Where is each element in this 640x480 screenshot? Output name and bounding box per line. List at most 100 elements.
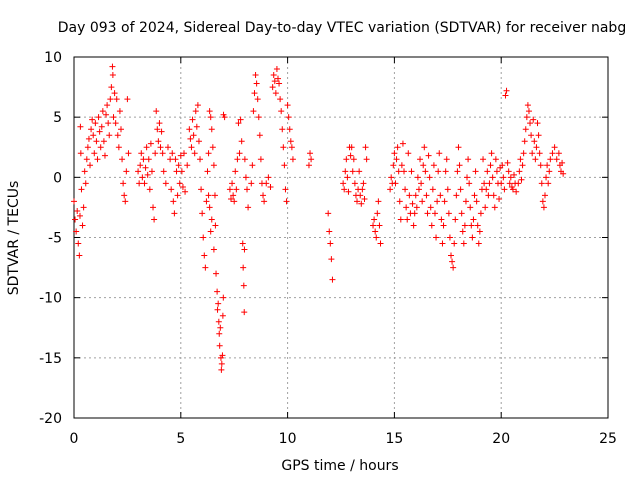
data-point <box>417 156 424 163</box>
data-point <box>501 186 508 193</box>
data-point <box>392 180 399 187</box>
data-point <box>121 192 128 199</box>
data-point <box>533 144 540 151</box>
data-point <box>419 198 426 205</box>
data-point <box>513 188 520 195</box>
data-point <box>75 240 82 247</box>
data-point <box>509 186 516 193</box>
data-point <box>81 168 88 175</box>
data-point <box>82 180 89 187</box>
data-point <box>428 222 435 229</box>
data-point <box>135 168 142 175</box>
data-point <box>449 258 456 265</box>
y-tick-label: 10 <box>44 50 62 66</box>
data-point <box>146 186 153 193</box>
data-point <box>284 102 291 109</box>
data-point <box>528 132 535 139</box>
data-point <box>136 180 143 187</box>
data-point <box>115 144 122 151</box>
data-point <box>354 198 361 205</box>
data-point <box>216 342 223 349</box>
data-point <box>549 150 556 157</box>
data-point <box>139 174 146 181</box>
data-point <box>125 150 132 157</box>
x-tick-label: 25 <box>599 431 617 447</box>
data-point <box>457 186 464 193</box>
data-point <box>279 126 286 133</box>
data-point <box>111 90 118 97</box>
data-point <box>472 168 479 175</box>
data-point <box>137 162 144 169</box>
data-point <box>350 156 357 163</box>
data-point <box>283 198 290 205</box>
data-point <box>207 228 214 235</box>
data-point <box>175 162 182 169</box>
y-tick-label: 5 <box>53 110 62 126</box>
data-point <box>344 174 351 181</box>
data-point <box>524 102 531 109</box>
data-point <box>172 156 179 163</box>
data-point <box>198 186 205 193</box>
data-point <box>76 252 83 259</box>
data-point <box>270 72 277 79</box>
data-point <box>280 144 287 151</box>
data-point <box>195 138 202 145</box>
data-point <box>454 168 461 175</box>
data-point <box>458 210 465 217</box>
data-point <box>241 156 248 163</box>
data-point <box>387 186 394 193</box>
data-point <box>406 192 413 199</box>
data-point <box>79 222 86 229</box>
data-point <box>361 195 368 202</box>
data-point <box>178 168 185 175</box>
data-point <box>192 108 199 115</box>
data-point <box>288 144 295 151</box>
data-point <box>240 282 247 289</box>
data-point <box>401 168 408 175</box>
data-point <box>493 168 500 175</box>
data-point <box>78 186 85 193</box>
data-point <box>249 162 256 169</box>
data-point <box>253 80 260 87</box>
data-point <box>341 186 348 193</box>
data-point <box>519 162 526 169</box>
data-point <box>141 180 148 187</box>
data-point <box>418 180 425 187</box>
data-point <box>481 180 488 187</box>
data-point <box>77 123 84 130</box>
data-point <box>525 108 532 115</box>
data-point <box>468 222 475 229</box>
data-point <box>541 192 548 199</box>
data-point <box>393 156 400 163</box>
data-point <box>289 156 296 163</box>
data-point <box>107 96 114 103</box>
data-point <box>257 156 264 163</box>
data-point <box>106 132 113 139</box>
data-point <box>308 156 315 163</box>
data-point <box>218 360 225 367</box>
data-point <box>443 156 450 163</box>
data-point <box>360 180 367 187</box>
data-point <box>74 208 81 215</box>
data-point <box>359 186 366 193</box>
data-point <box>499 162 506 169</box>
data-point <box>546 168 553 175</box>
x-axis-label: GPS time / hours <box>281 458 398 474</box>
data-point <box>537 162 544 169</box>
data-point <box>529 150 536 157</box>
data-point <box>425 152 432 159</box>
data-point <box>536 150 543 157</box>
data-point <box>156 120 163 127</box>
data-point <box>473 198 480 205</box>
data-point <box>374 210 381 217</box>
data-point <box>530 116 537 123</box>
data-point <box>329 276 336 283</box>
data-point <box>464 174 471 181</box>
data-point <box>527 120 534 127</box>
data-point <box>188 144 195 151</box>
data-point <box>446 234 453 241</box>
data-point <box>110 114 117 121</box>
data-points <box>71 63 567 373</box>
data-point <box>448 252 455 259</box>
data-point <box>173 168 180 175</box>
